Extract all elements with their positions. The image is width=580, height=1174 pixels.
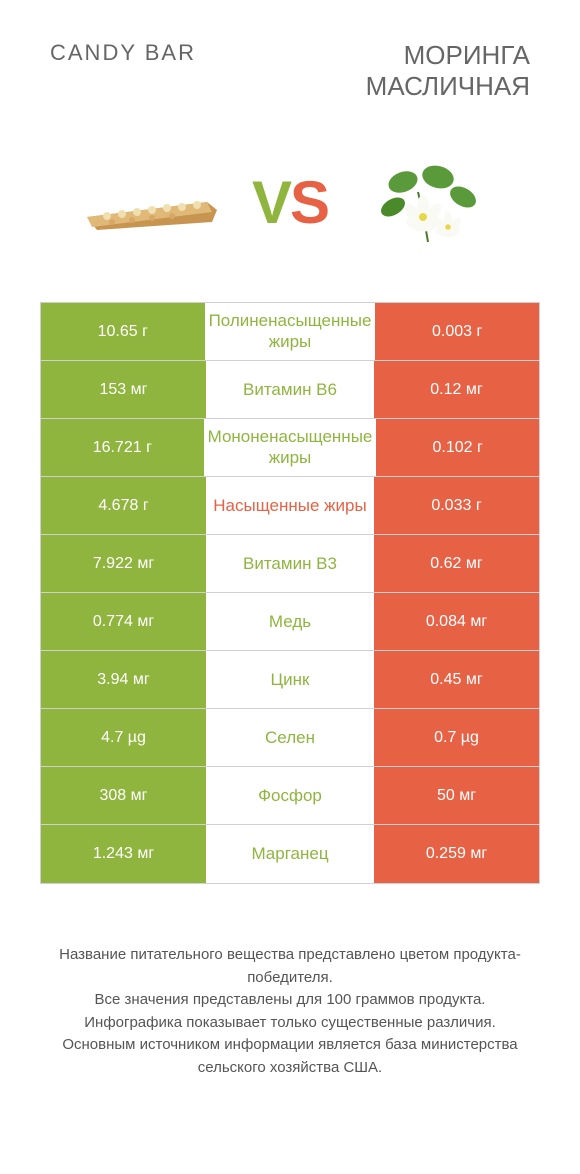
vs-s: S <box>290 169 328 236</box>
cell-nutrient-name: Фосфор <box>206 767 374 824</box>
cell-left-value: 7.922 мг <box>41 535 206 592</box>
footer-notes: Название питательного вещества представл… <box>0 944 580 1079</box>
comparison-table: 10.65 гПолиненасыщенные жиры0.003 г153 м… <box>40 302 540 884</box>
cell-right-value: 0.084 мг <box>374 593 539 650</box>
cell-nutrient-name: Витамин B3 <box>206 535 374 592</box>
table-row: 3.94 мгЦинк0.45 мг <box>41 651 539 709</box>
cell-left-value: 16.721 г <box>41 419 204 476</box>
table-row: 0.774 мгМедь0.084 мг <box>41 593 539 651</box>
product-right-title-line2: МАСЛИЧНАЯ <box>366 71 530 102</box>
cell-nutrient-name: Полиненасыщенные жиры <box>205 303 376 360</box>
table-row: 308 мгФосфор50 мг <box>41 767 539 825</box>
cell-left-value: 3.94 мг <box>41 651 206 708</box>
cell-left-value: 153 мг <box>41 361 206 418</box>
footer-line-4: Основным источником информации является … <box>30 1034 550 1079</box>
cell-nutrient-name: Цинк <box>206 651 374 708</box>
table-row: 4.678 гНасыщенные жиры0.033 г <box>41 477 539 535</box>
cell-nutrient-name: Медь <box>206 593 374 650</box>
table-row: 16.721 гМононенасыщенные жиры0.102 г <box>41 419 539 477</box>
product-right-title: МОРИНГА МАСЛИЧНАЯ <box>366 40 530 102</box>
product-left-title: CANDY BAR <box>50 40 196 66</box>
vs-v: V <box>252 169 290 236</box>
cell-nutrient-name: Мононенасыщенные жиры <box>204 419 377 476</box>
cell-left-value: 10.65 г <box>41 303 205 360</box>
cell-left-value: 0.774 мг <box>41 593 206 650</box>
table-row: 7.922 мгВитамин B30.62 мг <box>41 535 539 593</box>
cell-left-value: 4.678 г <box>41 477 206 534</box>
cell-right-value: 0.033 г <box>374 477 539 534</box>
footer-line-2: Все значения представлены для 100 граммо… <box>30 989 550 1012</box>
cell-right-value: 0.62 мг <box>374 535 539 592</box>
footer-line-1: Название питательного вещества представл… <box>30 944 550 989</box>
cell-nutrient-name: Селен <box>206 709 374 766</box>
product-right-title-line1: МОРИНГА <box>366 40 530 71</box>
table-row: 1.243 мгМарганец0.259 мг <box>41 825 539 883</box>
cell-right-value: 0.7 µg <box>374 709 539 766</box>
cell-right-value: 0.102 г <box>376 419 539 476</box>
cell-nutrient-name: Марганец <box>206 825 374 883</box>
vs-row: VS <box>0 122 580 302</box>
cell-left-value: 4.7 µg <box>41 709 206 766</box>
cell-right-value: 0.45 мг <box>374 651 539 708</box>
header: CANDY BAR МОРИНГА МАСЛИЧНАЯ <box>0 0 580 122</box>
cell-right-value: 0.12 мг <box>374 361 539 418</box>
candy-bar-icon <box>82 152 222 252</box>
cell-nutrient-name: Насыщенные жиры <box>206 477 374 534</box>
cell-right-value: 0.003 г <box>375 303 539 360</box>
table-row: 4.7 µgСелен0.7 µg <box>41 709 539 767</box>
table-row: 153 мгВитамин B60.12 мг <box>41 361 539 419</box>
vs-label: VS <box>252 168 328 237</box>
cell-right-value: 0.259 мг <box>374 825 539 883</box>
cell-left-value: 308 мг <box>41 767 206 824</box>
cell-left-value: 1.243 мг <box>41 825 206 883</box>
cell-nutrient-name: Витамин B6 <box>206 361 374 418</box>
table-row: 10.65 гПолиненасыщенные жиры0.003 г <box>41 303 539 361</box>
footer-line-3: Инфографика показывает только существенн… <box>30 1012 550 1035</box>
cell-right-value: 50 мг <box>374 767 539 824</box>
moringa-icon <box>358 152 498 252</box>
